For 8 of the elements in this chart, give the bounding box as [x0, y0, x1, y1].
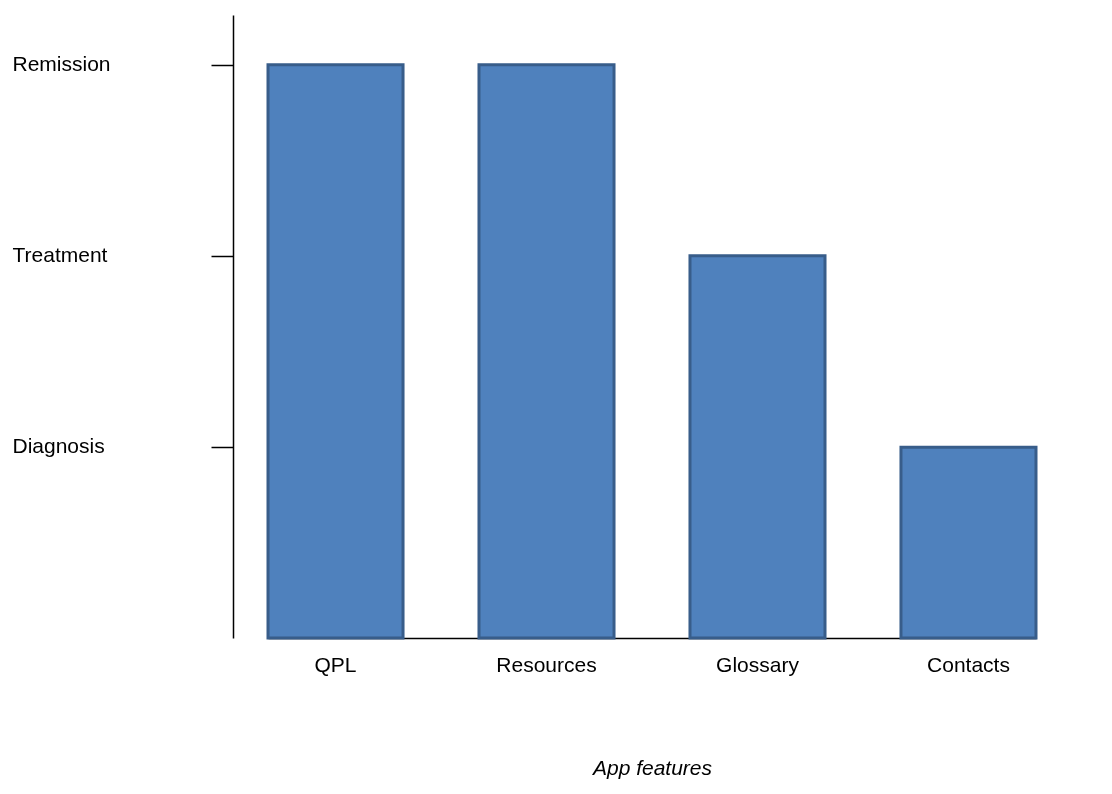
text: Treatment — [12, 243, 108, 267]
x-tick-label: Resources — [496, 652, 597, 676]
x-axis-title: App features — [590, 755, 713, 779]
x-tick-label: Contacts — [927, 652, 1010, 676]
x-tick-label: Glossary — [716, 652, 800, 676]
text: Remission — [12, 52, 111, 76]
text: Diagnosis — [12, 434, 105, 458]
x-tick-label: QPL — [314, 652, 357, 676]
